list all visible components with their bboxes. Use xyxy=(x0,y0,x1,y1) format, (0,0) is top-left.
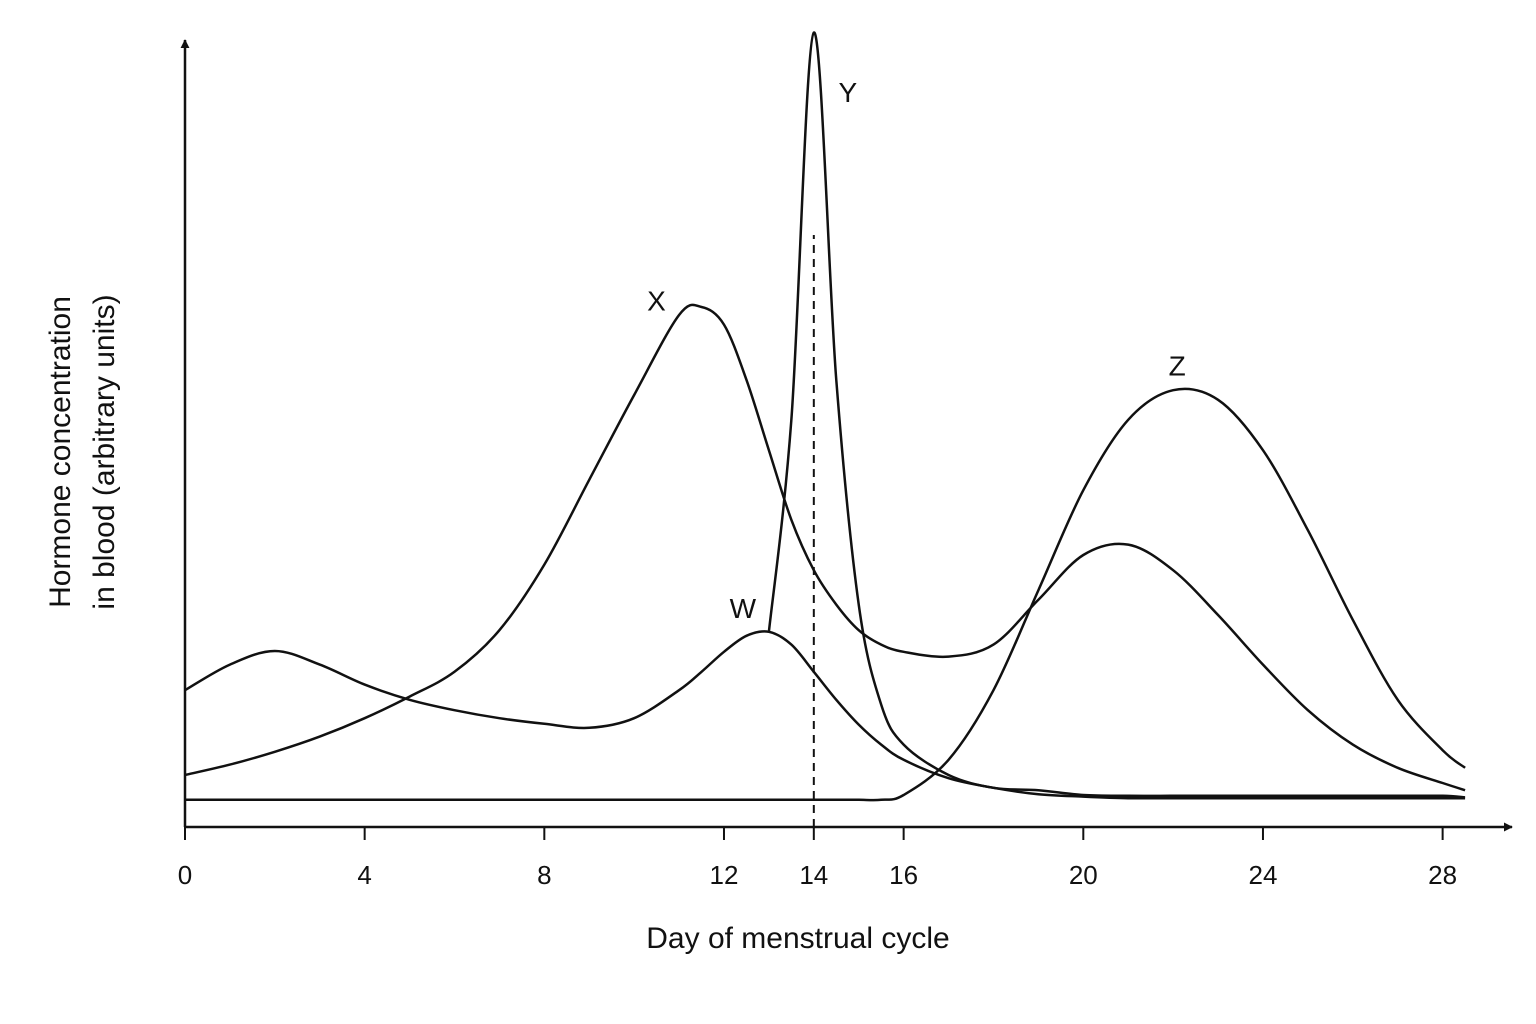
x-tick-label: 8 xyxy=(537,860,551,890)
x-tick-label: 14 xyxy=(799,860,828,890)
x-tick-label: 12 xyxy=(710,860,739,890)
x-tick-label: 20 xyxy=(1069,860,1098,890)
x-tick-label: 28 xyxy=(1428,860,1457,890)
curve-label: X xyxy=(647,285,666,316)
hormone-curve xyxy=(767,31,1466,799)
x-tick-label: 24 xyxy=(1249,860,1278,890)
x-axis-title: Day of menstrual cycle xyxy=(646,922,949,955)
curve-label: W xyxy=(730,593,757,624)
y-axis-title: Hormone concentration in blood (arbitrar… xyxy=(44,294,121,609)
hormone-curve xyxy=(184,630,1466,800)
x-tick-label: 0 xyxy=(178,860,192,890)
x-tick-label: 16 xyxy=(889,860,918,890)
x-tick-label: 4 xyxy=(357,860,371,890)
hormone-curve xyxy=(184,303,1466,792)
y-axis-title-line: in blood (arbitrary units) xyxy=(88,294,121,609)
curve-label: Y xyxy=(838,77,857,108)
curve-label: Z xyxy=(1169,351,1186,382)
hormone-curve xyxy=(184,387,1466,802)
y-axis-title-line: Hormone concentration xyxy=(44,296,77,608)
